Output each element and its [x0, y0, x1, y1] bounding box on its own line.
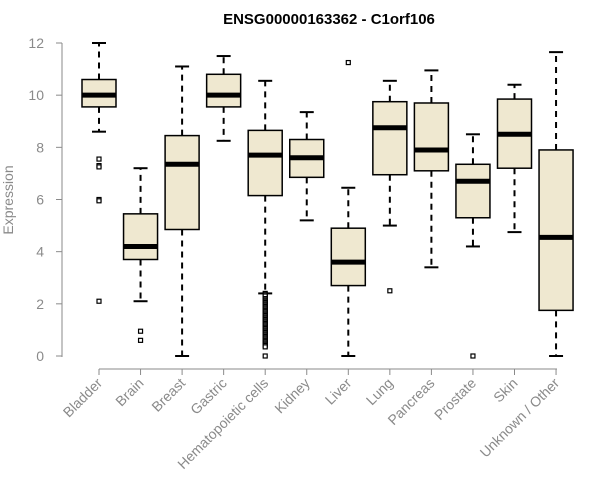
outlier-point — [470, 353, 476, 359]
outlier-point — [262, 353, 268, 359]
y-ticks: 0 2 4 6 8 10 12 — [28, 35, 62, 364]
box-iqr — [455, 163, 491, 219]
box-iqr — [247, 129, 283, 197]
boxes — [81, 42, 574, 359]
chart-title: ENSG00000163362 - C1orf106 — [223, 11, 435, 28]
x-tick-label: Liver — [322, 375, 355, 408]
y-axis-label: Expression — [0, 165, 16, 234]
x-tick-label: Lung — [363, 375, 396, 408]
box-bladder — [81, 42, 117, 304]
x-tick-label: Unknown / Other — [477, 375, 563, 461]
x-tick-label: Skin — [490, 375, 521, 406]
x-tick-label: Prostate — [431, 375, 479, 423]
box-skin — [496, 83, 533, 234]
box-iqr — [330, 227, 367, 287]
box-iqr — [164, 134, 200, 231]
y-tick-label: 0 — [36, 348, 44, 364]
outlier-point — [387, 288, 393, 294]
outlier-point — [96, 298, 102, 304]
outlier-point — [96, 164, 102, 170]
box-pancreas — [413, 69, 450, 269]
box-iqr — [372, 100, 408, 176]
box-iqr — [413, 102, 450, 172]
box-liver — [330, 59, 367, 357]
outlier-point — [262, 344, 268, 350]
box-brain — [122, 167, 159, 343]
y-tick-label: 12 — [28, 35, 44, 51]
y-tick-label: 2 — [36, 296, 44, 312]
box-gastric — [205, 55, 242, 142]
y-tick-label: 6 — [36, 192, 44, 208]
x-tick-label: Brain — [112, 375, 146, 409]
y-tick-label: 4 — [36, 244, 44, 260]
box-breast — [164, 65, 200, 357]
outlier-point — [345, 59, 351, 66]
outlier-point — [96, 198, 102, 204]
outlier-point — [137, 328, 144, 334]
x-tick-label: Bladder — [60, 375, 106, 421]
box-iqr — [538, 149, 574, 312]
y-tick-label: 10 — [28, 87, 44, 103]
y-tick-label: 8 — [36, 139, 44, 155]
box-iqr — [122, 213, 159, 261]
box-hematopoietic-cells — [247, 79, 283, 359]
box-prostate — [455, 133, 491, 359]
x-tick-label: Breast — [148, 375, 188, 415]
outlier-point — [96, 156, 102, 162]
box-unknown-other — [538, 51, 574, 357]
box-lung — [372, 79, 408, 294]
box-kidney — [289, 111, 325, 222]
box-iqr — [205, 73, 242, 108]
outlier-point — [137, 337, 144, 343]
x-tick-label: Kidney — [271, 375, 313, 417]
